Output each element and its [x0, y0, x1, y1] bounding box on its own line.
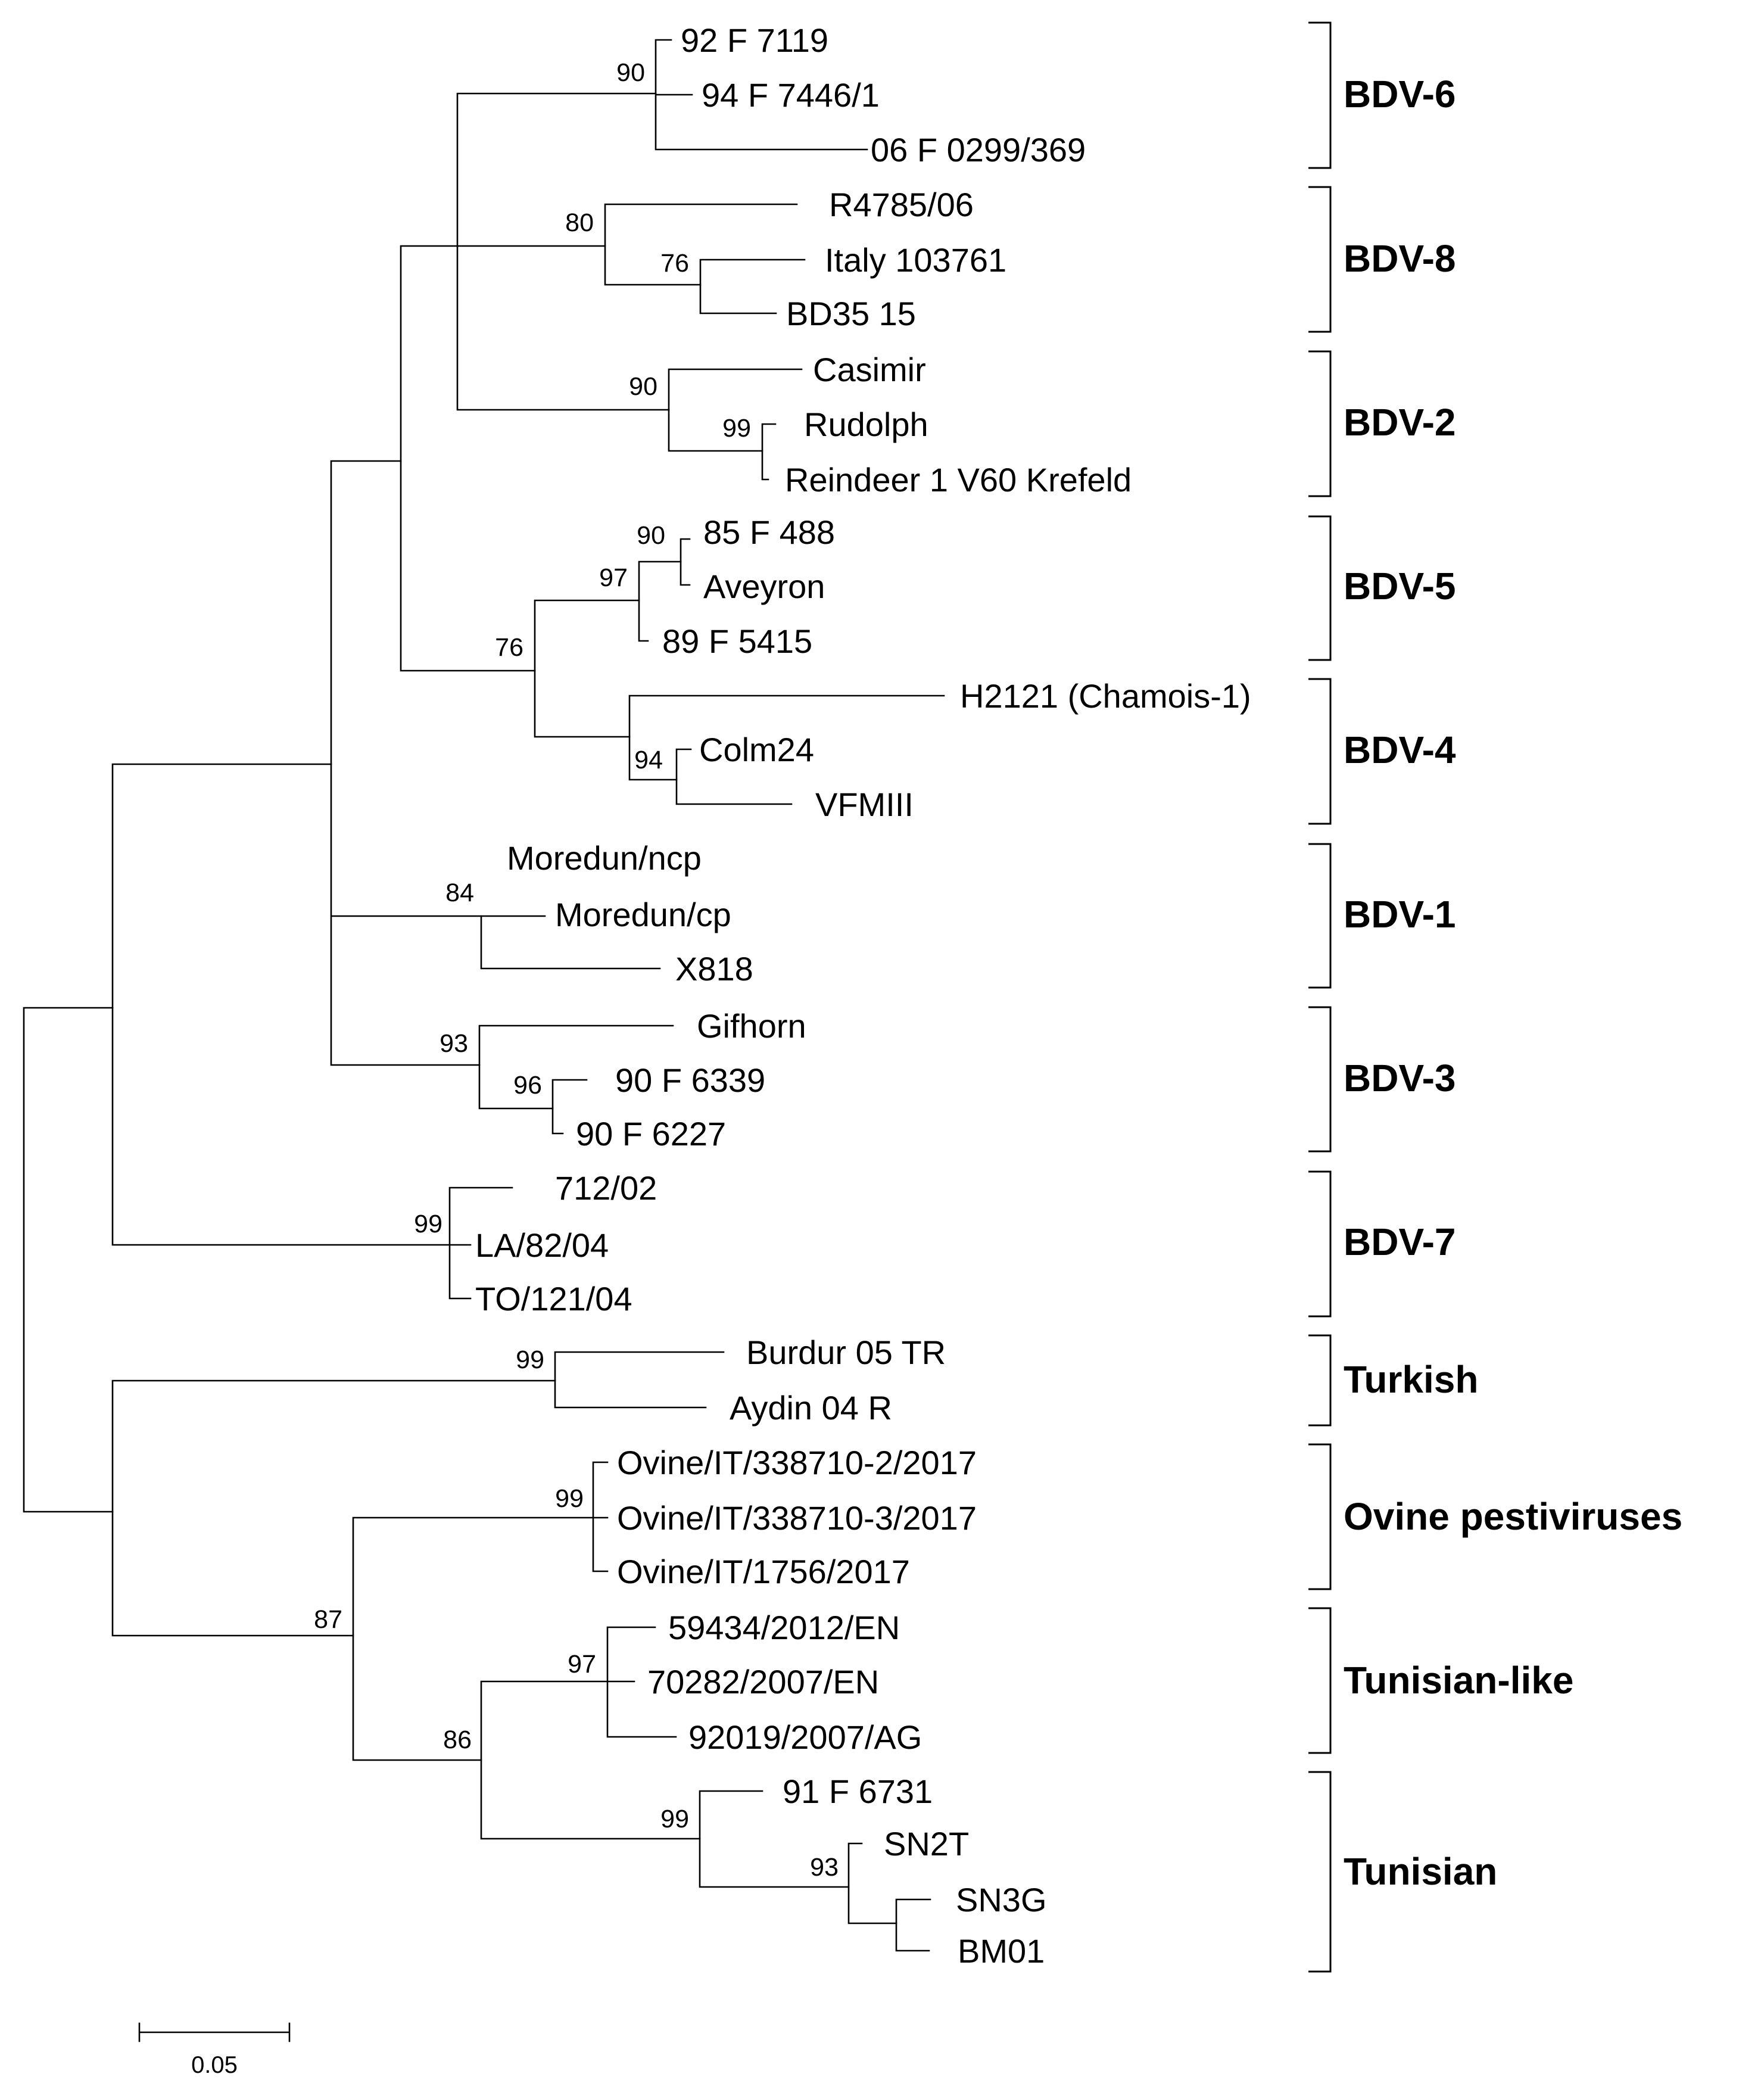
bootstrap-value: 99	[555, 1484, 584, 1513]
scale-bar-label: 0.05	[191, 2052, 238, 2078]
clade-label: BDV-1	[1344, 893, 1456, 936]
bootstrap-value: 90	[629, 372, 657, 401]
clade-label: Tunisian-like	[1344, 1659, 1573, 1702]
leaf-label: 90 F 6227	[576, 1115, 726, 1153]
leaf-label: 90 F 6339	[615, 1061, 765, 1099]
leaf-label: SN3G	[956, 1881, 1047, 1919]
clade-label: BDV-5	[1344, 565, 1456, 608]
bootstrap-value: 86	[443, 1726, 472, 1754]
clade-label: BDV-4	[1344, 728, 1456, 771]
leaf-label: Casimir	[813, 351, 926, 388]
bootstrap-values: 90 80 76 90 99 90 97 76 94 84 93 96 99 9…	[314, 58, 839, 1882]
clade-label: BDV-2	[1344, 401, 1456, 444]
clade-label: BDV-3	[1344, 1057, 1456, 1100]
scale-bar: 0.05	[138, 2022, 291, 2078]
leaf-label: X818	[675, 950, 753, 988]
leaf-label: Ovine/IT/1756/2017	[617, 1553, 910, 1590]
bootstrap-value: 80	[565, 208, 594, 237]
leaf-label: 94 F 7446/1	[702, 76, 880, 114]
leaf-label: 59434/2012/EN	[668, 1609, 900, 1646]
leaf-label: Gifhorn	[697, 1007, 806, 1045]
leaf-label: 92 F 7119	[681, 21, 828, 59]
leaf-labels: 92 F 7119 94 F 7446/1 06 F 0299/369 R478…	[475, 21, 1251, 1970]
leaf-label: Ovine/IT/338710-3/2017	[617, 1499, 977, 1537]
leaf-label: SN2T	[884, 1825, 969, 1863]
leaf-label: 91 F 6731	[783, 1773, 933, 1810]
leaf-label: Aydin 04 R	[730, 1389, 892, 1427]
leaf-label: H2121 (Chamois-1)	[960, 677, 1251, 715]
leaf-label: 85 F 488	[703, 513, 835, 551]
bootstrap-value: 99	[722, 414, 751, 443]
clade-label: Turkish	[1344, 1358, 1478, 1401]
scale-bar-line	[138, 2022, 291, 2042]
bootstrap-value: 87	[314, 1605, 342, 1634]
bootstrap-value: 76	[660, 249, 689, 278]
bootstrap-value: 99	[660, 1805, 689, 1833]
leaf-label: Ovine/IT/338710-2/2017	[617, 1444, 977, 1481]
bootstrap-value: 93	[440, 1029, 468, 1058]
leaf-label: VFMIII	[815, 786, 914, 823]
leaf-label: LA/82/04	[475, 1226, 609, 1264]
leaf-label: Rudolph	[804, 406, 928, 443]
leaf-label: R4785/06	[829, 186, 974, 223]
clade-labels: BDV-6 BDV-8 BDV-2 BDV-5 BDV-4 BDV-1 BDV-…	[1344, 73, 1682, 1893]
clade-brackets	[1308, 21, 1332, 1973]
leaf-label: 70282/2007/EN	[647, 1663, 879, 1701]
leaf-label: Moredun/ncp	[507, 839, 702, 877]
bootstrap-value: 97	[599, 563, 628, 592]
bootstrap-value: 76	[495, 633, 523, 662]
leaf-label: 89 F 5415	[662, 622, 812, 660]
leaf-label: BD35 15	[786, 295, 916, 332]
leaf-label: BM01	[958, 1932, 1045, 1970]
bootstrap-value: 84	[445, 879, 474, 907]
clade-label: BDV-6	[1344, 73, 1456, 116]
leaf-label: Colm24	[699, 731, 814, 768]
bootstrap-value: 93	[810, 1853, 839, 1882]
bootstrap-value: 90	[616, 58, 645, 87]
clade-label: Tunisian	[1344, 1850, 1497, 1893]
leaf-label: TO/121/04	[475, 1280, 632, 1318]
leaf-label: Reindeer 1 V60 Krefeld	[785, 461, 1132, 499]
tree-branches	[23, 39, 945, 1952]
leaf-label: Italy 103761	[825, 241, 1006, 279]
leaf-label: 06 F 0299/369	[871, 131, 1086, 169]
leaf-label: Aveyron	[703, 568, 825, 605]
bootstrap-value: 99	[516, 1346, 544, 1374]
leaf-label: Moredun/cp	[555, 896, 731, 933]
bootstrap-value: 94	[634, 746, 663, 774]
clade-label: Ovine pestiviruses	[1344, 1495, 1682, 1538]
bootstrap-value: 99	[414, 1210, 442, 1238]
leaf-label: Burdur 05 TR	[746, 1334, 946, 1371]
clade-label: BDV-8	[1344, 237, 1456, 280]
leaf-label: 92019/2007/AG	[688, 1718, 922, 1756]
bootstrap-value: 90	[637, 521, 665, 550]
clade-label: BDV-7	[1344, 1220, 1456, 1263]
leaf-label: 712/02	[555, 1169, 657, 1207]
bootstrap-value: 97	[568, 1650, 596, 1678]
bootstrap-value: 96	[513, 1071, 542, 1100]
